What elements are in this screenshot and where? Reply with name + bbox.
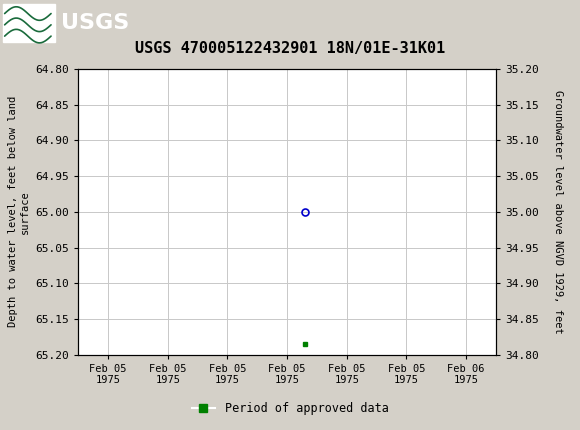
- Text: USGS: USGS: [61, 12, 129, 33]
- Legend: Period of approved data: Period of approved data: [187, 397, 393, 420]
- Y-axis label: Depth to water level, feet below land
surface: Depth to water level, feet below land su…: [8, 96, 30, 327]
- Y-axis label: Groundwater level above NGVD 1929, feet: Groundwater level above NGVD 1929, feet: [553, 90, 563, 334]
- FancyBboxPatch shape: [3, 3, 55, 42]
- Text: USGS 470005122432901 18N/01E-31K01: USGS 470005122432901 18N/01E-31K01: [135, 41, 445, 56]
